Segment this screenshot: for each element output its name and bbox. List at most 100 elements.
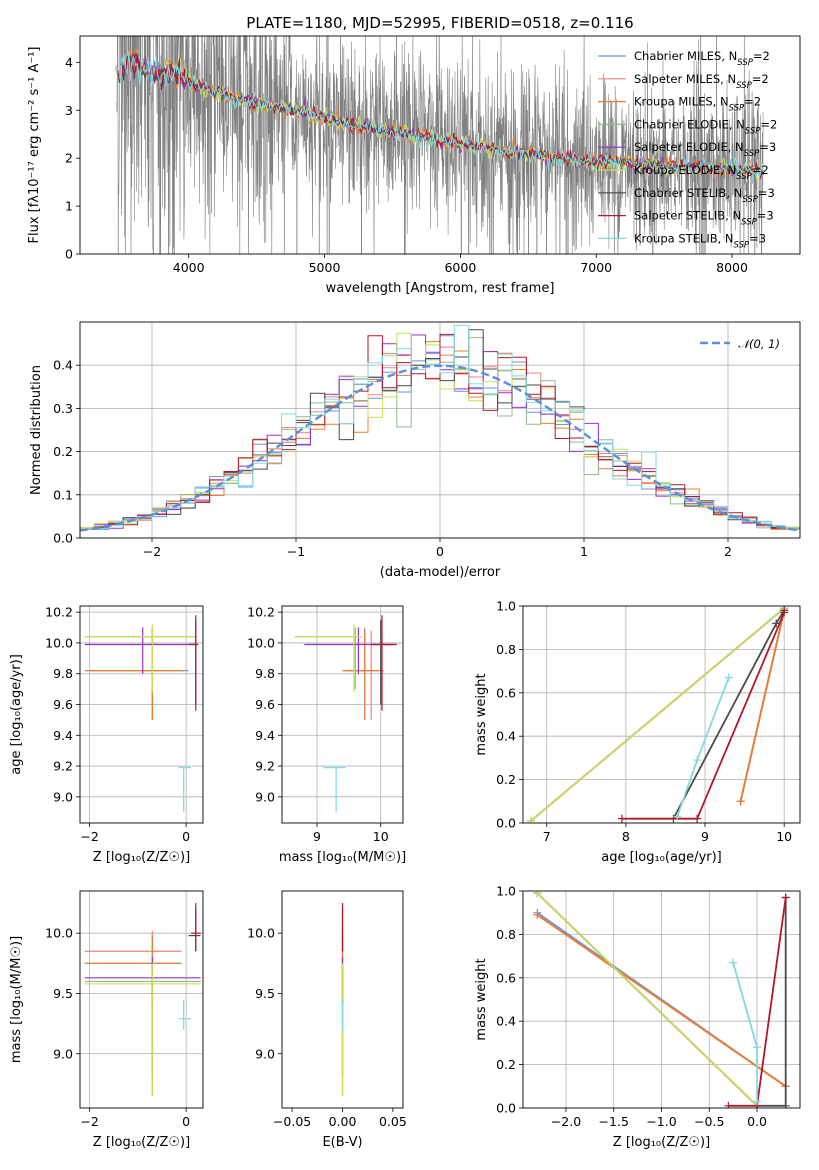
x-axis-label: age [log₁₀(age/yr)] xyxy=(601,850,722,865)
axes-frame xyxy=(522,605,801,824)
y-tick-label: 9.8 xyxy=(53,666,73,681)
legend-label-3: Chabrier ELODIE, NSSP=2 xyxy=(634,117,777,136)
x-tick-label: 8 xyxy=(622,829,630,844)
legend-nssp: =2 xyxy=(752,163,769,177)
panel-residuals: −2 −1 0 1 2 0.0 0.1 0.2 0.3 0.4 (data-model)/error… xyxy=(29,321,801,580)
y-tick-label: 1.0 xyxy=(496,599,516,614)
errorbar-4 xyxy=(304,627,394,674)
errorbar-0 xyxy=(84,935,182,1006)
y-tick-label: 0.6 xyxy=(496,685,516,700)
y-axis-label: Normed distribution xyxy=(29,365,44,495)
x-tick-label: 0.05 xyxy=(379,1114,407,1129)
y-tick-label: 0.4 xyxy=(496,1014,516,1029)
y-axis-label: mass weight xyxy=(474,958,489,1040)
legend-subscript: SSP xyxy=(736,172,752,182)
legend-subscript: SSP xyxy=(734,240,750,250)
y-tick-label: 0.1 xyxy=(53,487,73,502)
weight-marker xyxy=(533,891,542,898)
y-tick-label: 0.2 xyxy=(496,772,516,787)
x-axis-label: (data-model)/error xyxy=(380,565,501,580)
legend-subscript: SSP xyxy=(742,195,758,205)
legend-nssp: =2 xyxy=(760,117,777,131)
plot-area-residuals xyxy=(80,322,800,538)
legend-subscript: SSP xyxy=(745,126,761,136)
weight-line-6 xyxy=(672,609,785,820)
errorbar-7 xyxy=(371,615,397,711)
errorbar-6 xyxy=(371,619,397,705)
plot-area-weight_vs_age xyxy=(523,606,800,823)
y-tick-label: 1 xyxy=(65,199,73,214)
x-axis-label: Z [log₁₀(Z/Z☉)] xyxy=(613,1135,710,1150)
legend-nssp: =2 xyxy=(752,72,769,86)
y-tick-label: 9.8 xyxy=(255,666,275,681)
weight-marker xyxy=(693,814,702,823)
legend-nssp: =3 xyxy=(757,209,774,223)
y-tick-label: 9.5 xyxy=(53,986,73,1001)
plot-area-weight_vs_Z xyxy=(523,891,800,1108)
x-axis-label: mass [log₁₀(M/M☉)] xyxy=(279,850,406,865)
panel-weight_vs_Z: −2.0 −1.5 −1.0 −0.5 0.0 0.0 0.2 0.4 0.6 0.8 1.0 Z [… xyxy=(474,884,801,1150)
y-tick-label: 10.0 xyxy=(45,635,73,650)
y-tick-label: 9.6 xyxy=(53,697,73,712)
y-tick-label: 9.4 xyxy=(255,728,275,743)
errorbar-1 xyxy=(84,930,182,1006)
weight-line-8 xyxy=(676,677,730,817)
y-tick-label: 0.2 xyxy=(496,1057,516,1072)
x-tick-label: 4000 xyxy=(173,260,205,275)
figure-title: PLATE=1180, MJD=52995, FIBERID=0518, z=0… xyxy=(246,14,633,32)
legend-subscript: SSP xyxy=(741,218,757,228)
errorbar-8 xyxy=(178,766,191,813)
y-tick-label: 0 xyxy=(65,247,73,262)
y-tick-label: 9.5 xyxy=(255,986,275,1001)
weight-marker xyxy=(753,1097,762,1106)
y-tick-label: 0.8 xyxy=(496,927,516,942)
y-tick-label: 9.2 xyxy=(255,759,275,774)
x-tick-label: 0.00 xyxy=(329,1114,357,1129)
x-tick-label: 0 xyxy=(182,829,190,844)
x-tick-label: 6000 xyxy=(444,260,476,275)
weight-marker xyxy=(724,673,733,682)
y-tick-label: 0.2 xyxy=(53,444,73,459)
x-tick-label: 7000 xyxy=(580,260,612,275)
x-tick-label: −2.0 xyxy=(551,1114,581,1129)
x-tick-label: −2 xyxy=(143,544,161,559)
y-tick-label: 9.4 xyxy=(53,728,73,743)
weight-line-5 xyxy=(530,607,785,822)
x-tick-label: −2 xyxy=(80,829,98,844)
y-tick-label: 9.2 xyxy=(53,759,73,774)
x-tick-label: 1 xyxy=(580,544,588,559)
weight-marker xyxy=(724,1101,733,1108)
y-axis-label: mass [log₁₀(M/M☉)] xyxy=(9,936,24,1063)
y-tick-label: 2 xyxy=(65,151,73,166)
plot-area-age_vs_mass xyxy=(282,606,403,823)
legend-nssp: =2 xyxy=(753,49,770,63)
axes-frame xyxy=(281,605,404,824)
axes-frame xyxy=(281,890,404,1109)
weight-line-5 xyxy=(536,892,758,1107)
x-axis-label: E(B-V) xyxy=(322,1135,362,1150)
y-tick-label: 9.6 xyxy=(255,697,275,712)
legend-subscript: SSP xyxy=(729,104,745,114)
y-tick-label: 0.3 xyxy=(53,401,73,416)
errorbar-5 xyxy=(84,963,201,1096)
weight-marker xyxy=(673,812,682,821)
weight-marker xyxy=(729,958,738,967)
errorbar-8 xyxy=(323,766,346,813)
y-axis-label: mass weight xyxy=(474,673,489,755)
weight-marker xyxy=(781,893,790,902)
y-tick-label: 0.0 xyxy=(496,816,516,831)
y-tick-label: 9.0 xyxy=(53,789,73,804)
y-tick-label: 10.0 xyxy=(247,926,275,941)
x-axis-label: wavelength [Angstrom, rest frame] xyxy=(326,281,555,296)
weight-marker xyxy=(781,1101,790,1108)
panel-age_vs_Z: −2 0 9.0 9.2 9.4 9.6 9.8 10.0 10.2 Z [log₁₀(Z/Z☉)… xyxy=(9,605,204,865)
errorbar-6 xyxy=(188,909,201,952)
x-tick-label: 10 xyxy=(776,829,792,844)
legend-nssp: =3 xyxy=(759,140,776,154)
weight-marker xyxy=(780,608,789,617)
legend-subscript: SSP xyxy=(736,81,752,91)
y-tick-label: 9.0 xyxy=(53,1046,73,1061)
plot-area-mass_vs_Z xyxy=(80,891,203,1108)
weight-line-2 xyxy=(739,610,786,802)
